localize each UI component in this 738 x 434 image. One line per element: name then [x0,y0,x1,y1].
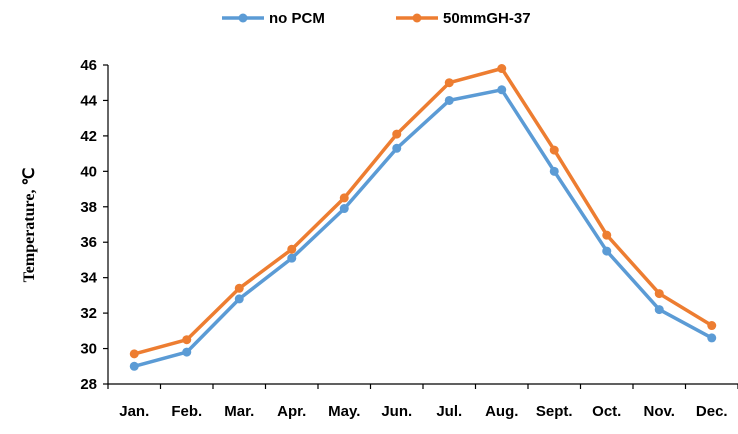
y-tick-label: 44 [80,92,97,109]
legend-swatch-marker [238,13,248,23]
data-point [707,333,717,343]
data-point [129,361,139,371]
y-tick-label: 46 [80,57,97,74]
x-tick-label: Feb. [171,403,202,420]
y-tick-label: 30 [80,341,97,358]
data-point [339,204,349,214]
x-tick-label: Apr. [277,403,306,420]
x-tick-label: Sept. [536,403,573,420]
series-1 [129,85,717,371]
legend-item-2: 50mmGH-37 [396,10,531,27]
data-point [654,305,664,315]
data-point [287,253,297,263]
legend-label: no PCM [269,10,325,27]
x-tick-label: May. [328,403,360,420]
y-tick-label: 42 [80,128,97,145]
x-tick-label: Oct. [592,403,621,420]
series-line [133,66,713,356]
data-point [444,78,454,88]
x-tick-label: Nov. [644,403,675,420]
x-tick-label: Jul. [436,403,462,420]
series-layer [129,64,717,371]
data-point [497,85,507,95]
legend-swatch-marker [412,13,422,23]
data-point [602,230,612,240]
series-2 [129,64,717,359]
x-tick-label: Dec. [696,403,728,420]
y-tick-label: 34 [80,270,97,287]
legend-label: 50mmGH-37 [443,10,531,27]
y-tick-label: 40 [80,163,97,180]
data-point [182,347,192,357]
y-tick-label: 36 [80,234,97,251]
data-point [287,244,297,254]
data-point [549,145,559,155]
data-point [392,143,402,153]
data-point [549,166,559,176]
data-point [339,193,349,203]
data-point [654,289,664,299]
data-point [129,349,139,359]
data-point [497,64,507,74]
data-point [444,95,454,105]
data-point [182,335,192,345]
x-tick-label: Aug. [485,403,518,420]
x-tick-label: Mar. [224,403,254,420]
data-point [707,321,717,331]
y-tick-label: 32 [80,305,97,322]
y-tick-label: 38 [80,199,97,216]
legend-item-1: no PCM [222,10,325,27]
series-line [133,88,713,368]
data-point [602,246,612,256]
axes: 28 30 32 34 36 38 40 42 44 46 Jan. Feb. Mar. Apr. May.… [80,57,738,420]
x-tick-label: Jan. [119,403,149,420]
data-point [234,283,244,293]
data-point [392,129,402,139]
x-tick-label: Jun. [381,403,412,420]
data-point [234,294,244,304]
y-axis-label: Temperature, ℃ [21,168,38,283]
y-tick-label: 28 [80,376,97,393]
legend: no PCM 50mmGH-37 [222,10,531,27]
